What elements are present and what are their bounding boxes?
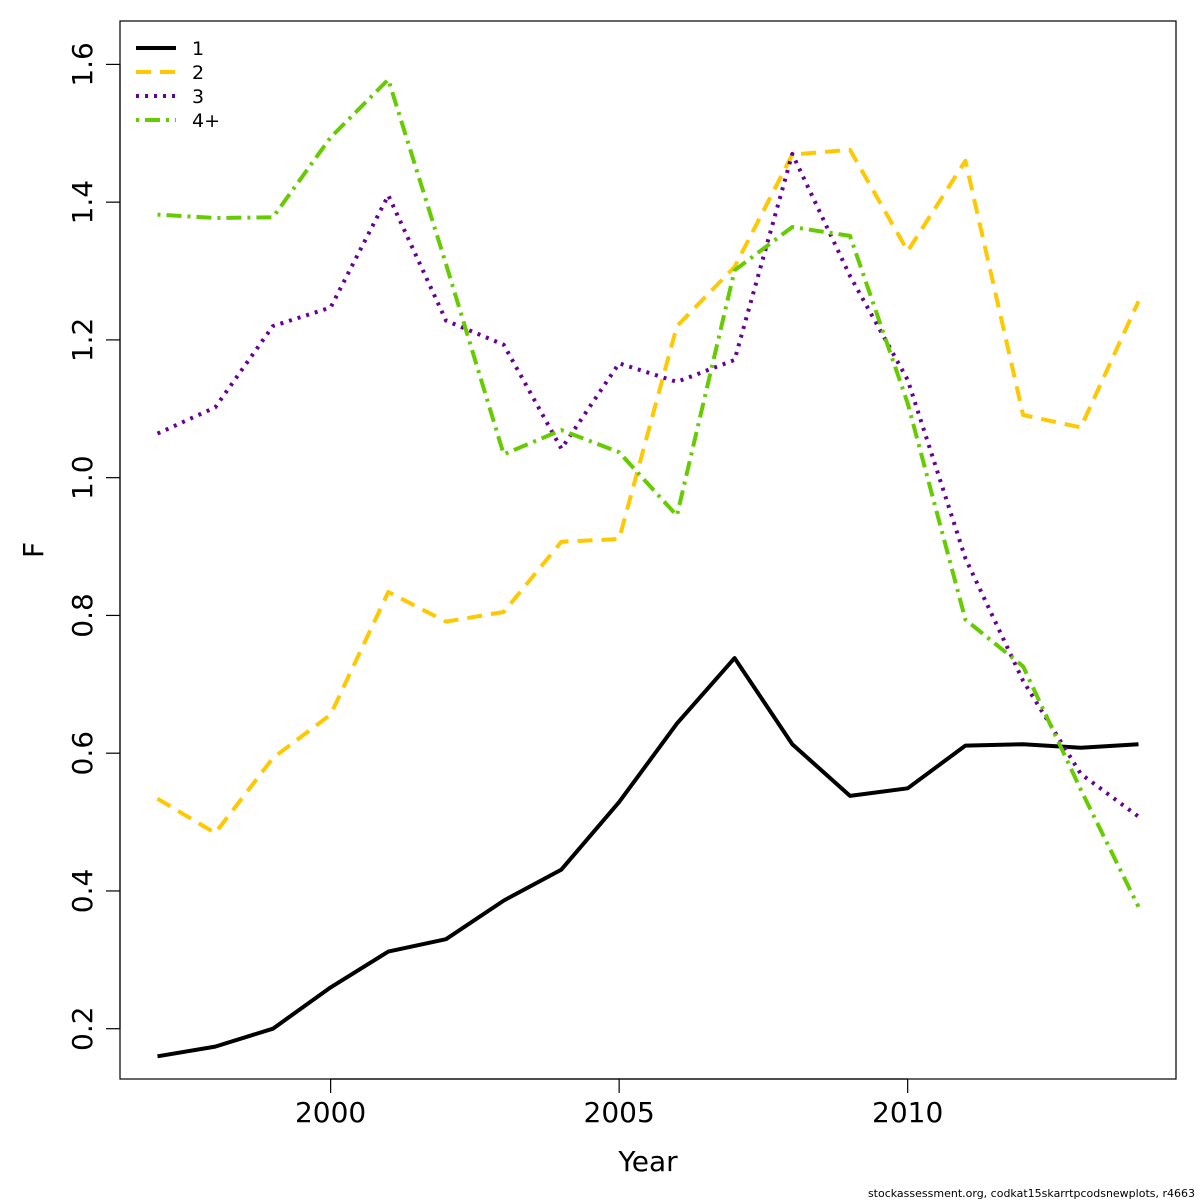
series-line-4 (157, 77, 1141, 908)
y-axis-title: F (17, 542, 50, 558)
series-line-1 (157, 656, 1139, 1059)
series-line-2 (156, 147, 1141, 836)
plot-box (119, 20, 1177, 1080)
footer-text: stockassessment.org, codkat15skarrtpcods… (868, 1187, 1195, 1200)
y-tick-label: 1.0 (66, 455, 99, 500)
series-line-3 (156, 151, 1140, 819)
y-tick-label: 0.4 (66, 869, 99, 914)
x-tick-label: 2000 (295, 1096, 366, 1129)
y-tick-label: 0.6 (66, 731, 99, 776)
series-lines (156, 77, 1141, 1059)
y-tick-label: 1.2 (66, 318, 99, 363)
legend-label-2: 2 (192, 62, 204, 84)
x-axis: 2000 2005 2010 (295, 1078, 943, 1129)
y-tick-label: 0.8 (66, 593, 99, 638)
y-tick-label: 0.2 (66, 1006, 99, 1051)
legend-label-1: 1 (192, 38, 204, 60)
x-axis-title: Year (617, 1145, 678, 1178)
x-tick-label: 2010 (872, 1096, 943, 1129)
y-axis: 0.2 0.4 0.6 0.8 1.0 1.2 1.4 1.6 (66, 42, 121, 1051)
legend-label-3: 3 (192, 86, 204, 108)
y-tick-label: 1.4 (66, 180, 99, 225)
x-tick-label: 2005 (584, 1096, 655, 1129)
legend-label-4: 4+ (192, 110, 220, 132)
y-tick-label: 1.6 (66, 42, 99, 87)
